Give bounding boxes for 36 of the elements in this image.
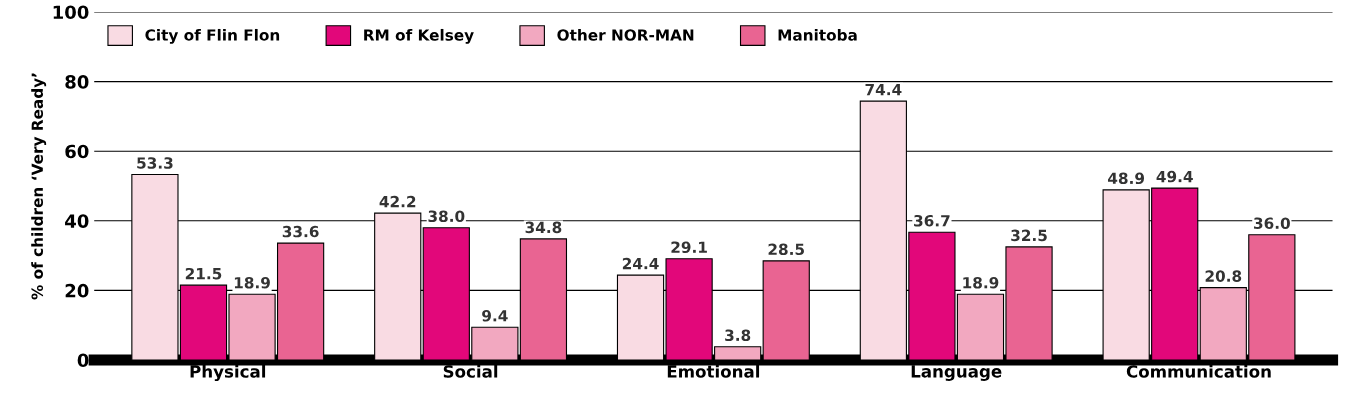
x-tick-label: Emotional: [667, 364, 760, 378]
data-label: 9.4: [482, 310, 508, 322]
data-label: 36.0: [1254, 217, 1290, 229]
x-tick-label: Social: [443, 364, 498, 378]
data-label: 29.1: [671, 241, 707, 253]
data-label: 3.8: [725, 329, 751, 342]
y-tick-label: 100: [53, 5, 89, 20]
data-label: 32.5: [1011, 229, 1047, 242]
x-tick-label: Communication: [1126, 364, 1271, 378]
y-tick-label: 40: [65, 214, 89, 228]
y-tick-label: 80: [65, 75, 89, 89]
y-tick-label: 60: [65, 144, 89, 159]
data-label: 18.9: [963, 276, 999, 289]
data-label: 74.4: [865, 83, 902, 96]
data-label: 33.6: [282, 225, 319, 238]
legend-label: City of Flin Flon: [145, 28, 280, 44]
data-label: 48.9: [1107, 172, 1145, 185]
legend-label: Manitoba: [778, 28, 857, 41]
data-label: 24.4: [622, 257, 659, 270]
legend-label: RM of Kelsey: [364, 28, 474, 44]
data-label: 49.4: [1156, 170, 1193, 183]
x-tick-label: Physical: [190, 364, 266, 382]
data-label: 34.8: [525, 221, 562, 234]
legend-label: Other NOR-MAN: [557, 28, 694, 41]
data-label: 38.0: [428, 210, 465, 223]
data-label: 20.8: [1205, 270, 1242, 282]
x-tick-label: Language: [911, 365, 1002, 381]
y-axis-title: % of children ‘Very Ready’: [31, 73, 47, 300]
data-label: 42.2: [379, 195, 416, 208]
data-label: 36.7: [914, 214, 950, 227]
data-label: 28.5: [768, 243, 804, 256]
data-label: 21.5: [185, 267, 222, 280]
y-tick-label: 20: [65, 283, 89, 298]
data-label: 53.3: [137, 157, 173, 169]
y-tick-label: 0: [77, 353, 89, 368]
data-label: 18.9: [234, 276, 270, 289]
